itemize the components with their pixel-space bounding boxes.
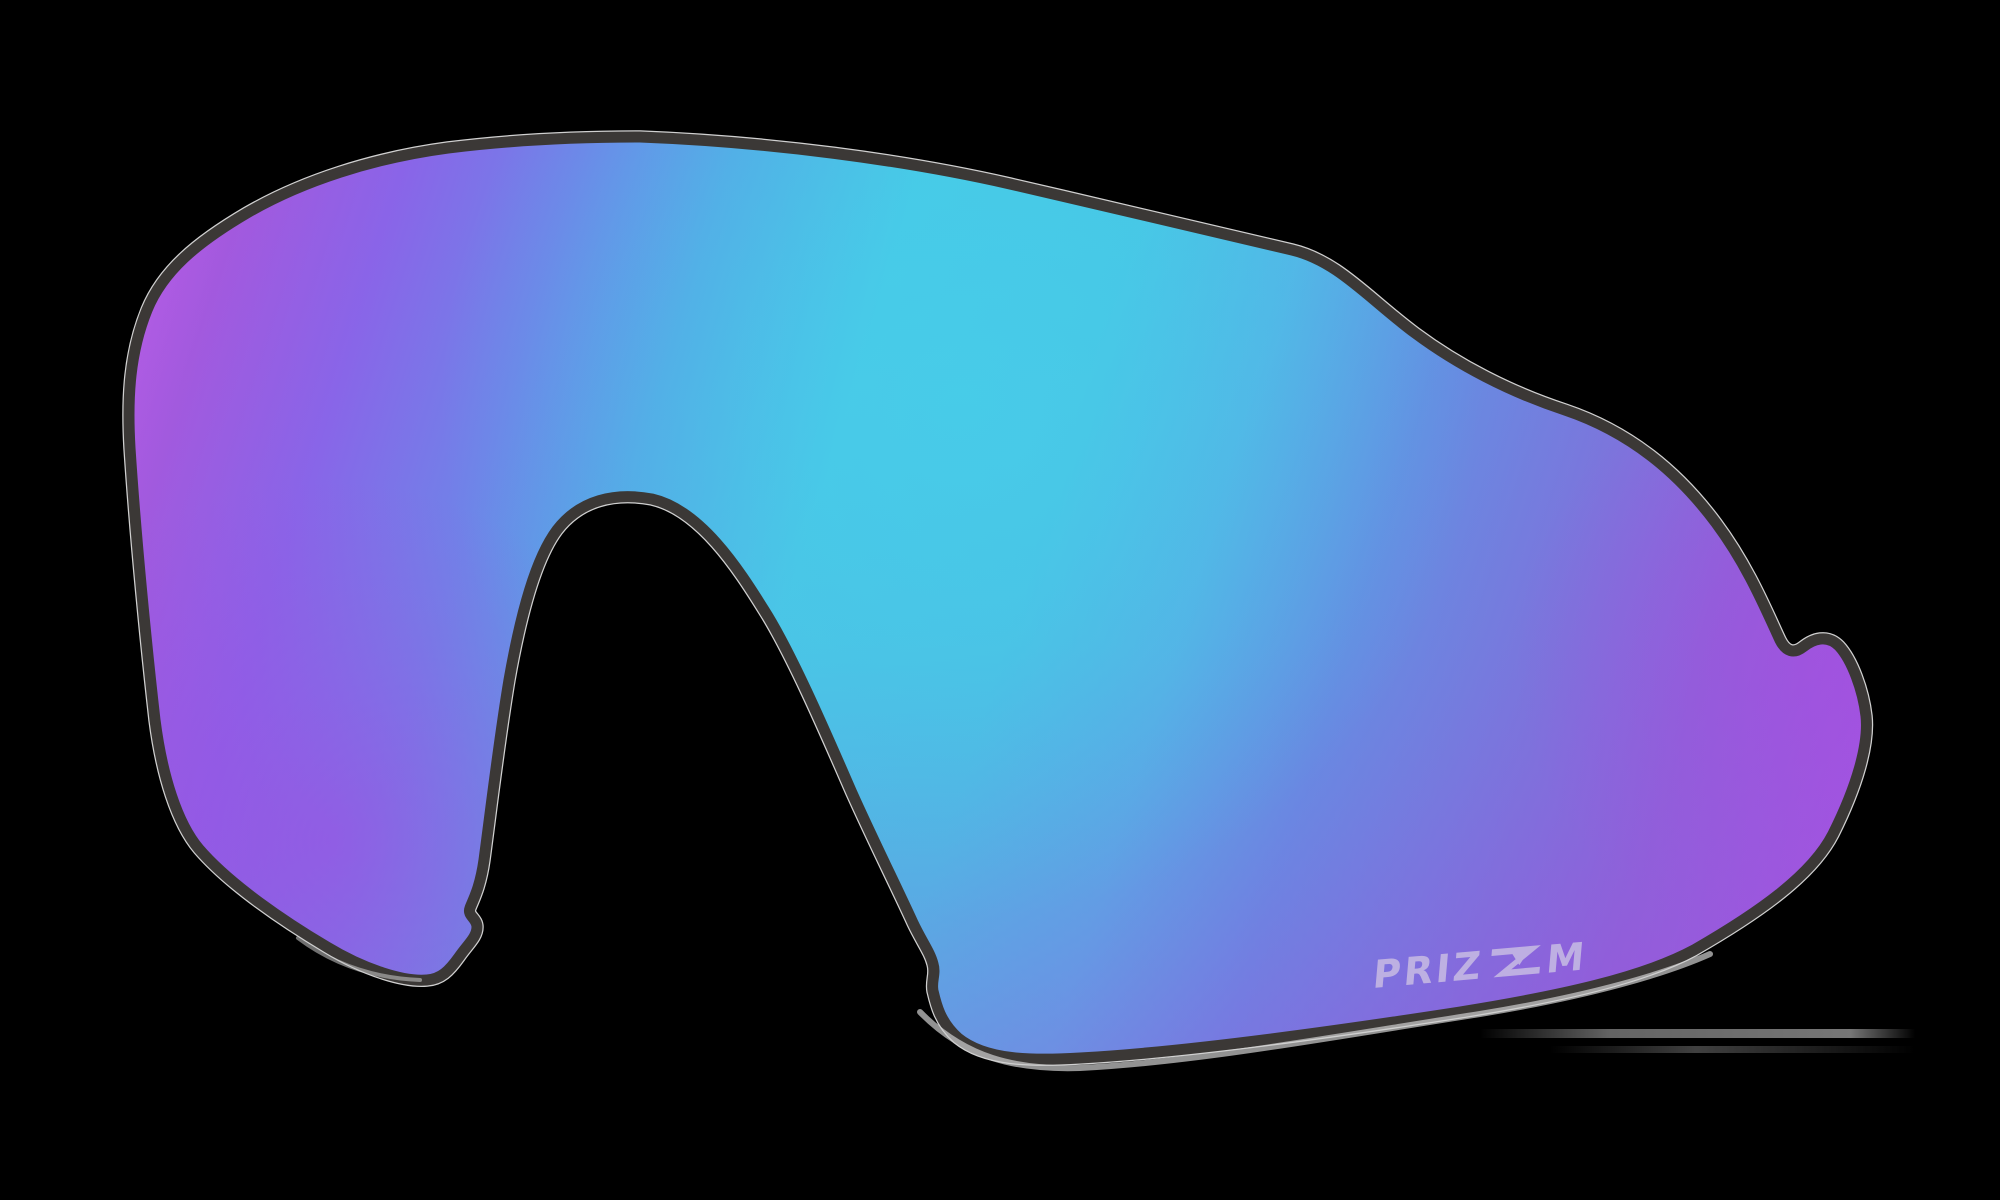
prizm-logo-z-glyph bbox=[1491, 945, 1541, 978]
prizm-logo-text-left: PRIZ bbox=[1371, 943, 1485, 998]
prizm-logo: PRIZ M bbox=[1371, 934, 1589, 998]
reflection-streak-upper bbox=[1480, 1029, 1915, 1038]
prizm-logo-text-right: M bbox=[1544, 934, 1589, 983]
lens-tint-right bbox=[128, 137, 1867, 1060]
lens-bottom-edge-highlight bbox=[917, 951, 1713, 1072]
lens-left-tip-edge-highlight bbox=[296, 936, 422, 982]
reflection-streak-lower bbox=[1550, 1046, 1915, 1053]
